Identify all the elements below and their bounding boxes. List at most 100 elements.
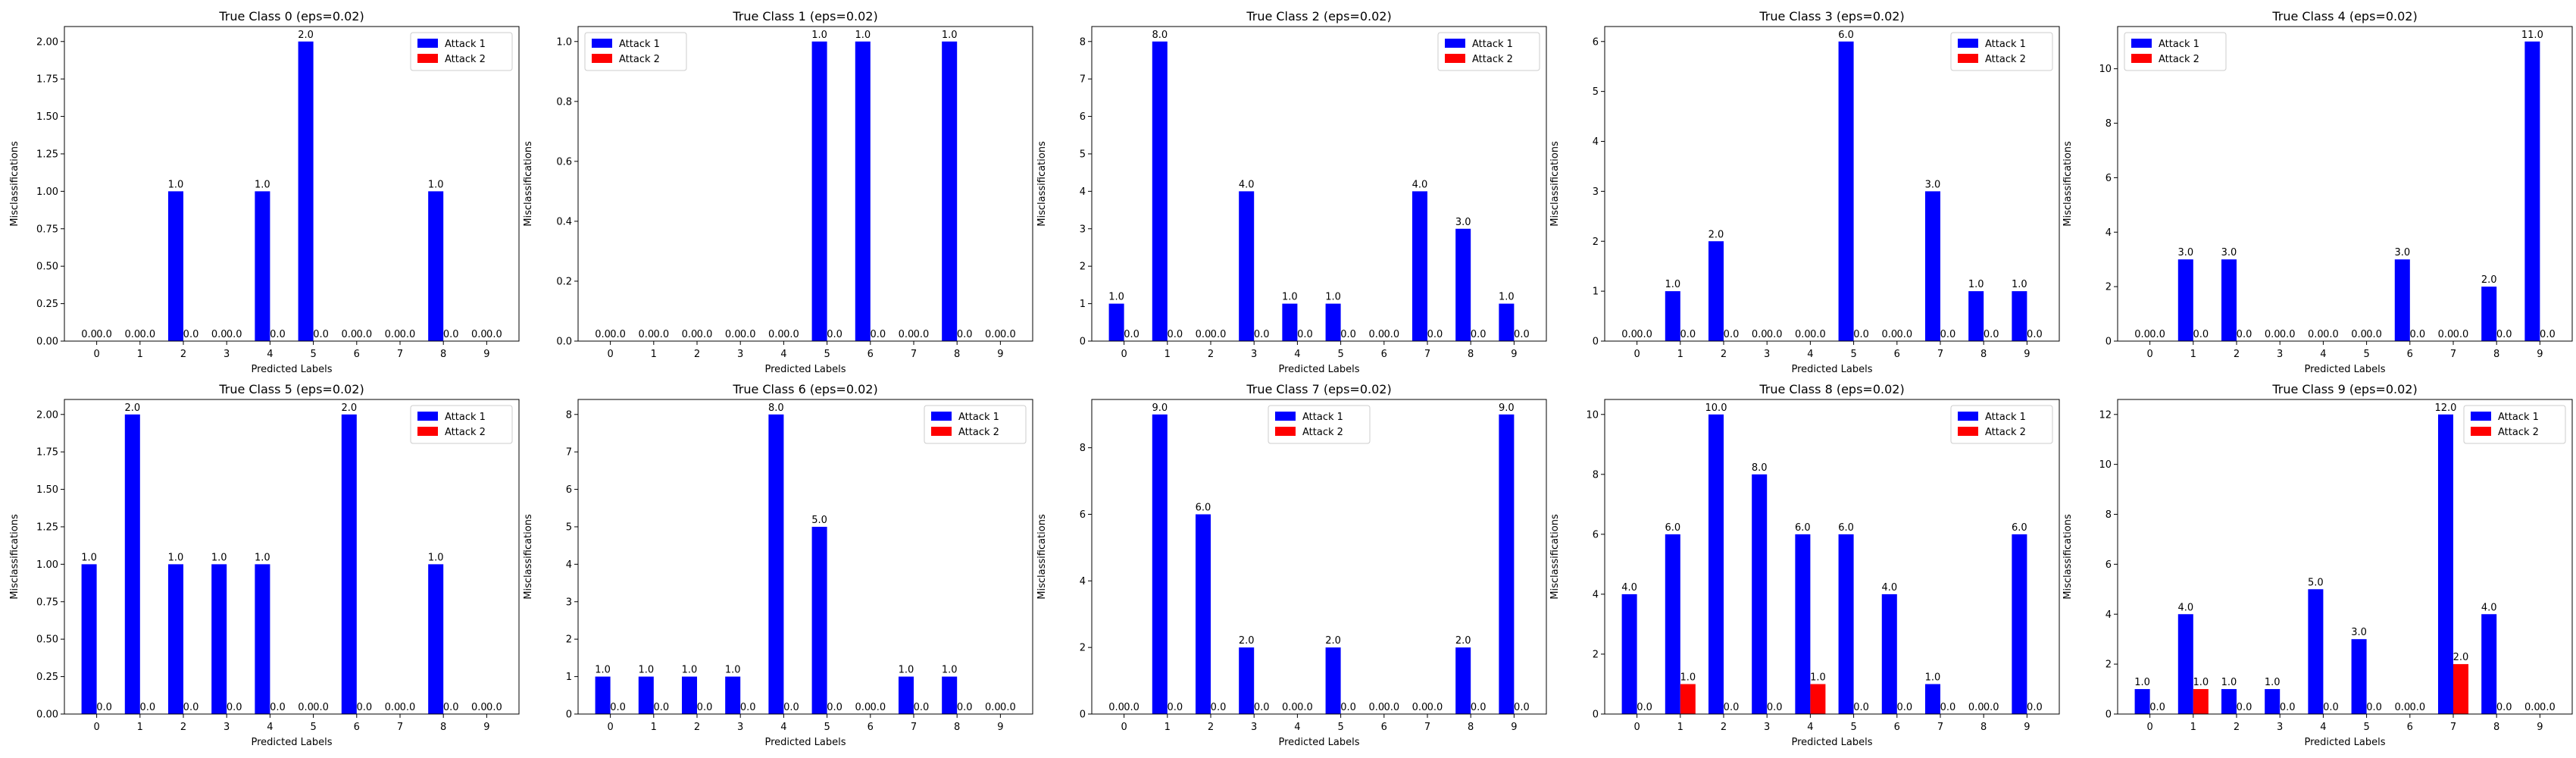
bar-value-label: 1.0 xyxy=(595,665,611,676)
x-tick-label: 0 xyxy=(93,349,99,360)
bar-value-label: 4.0 xyxy=(2177,602,2193,613)
bar-attack-1-9 xyxy=(2012,291,2027,341)
x-tick-label: 5 xyxy=(1850,349,1856,360)
legend: Attack 1 Attack 2 xyxy=(1437,32,1540,71)
bar-value-label: 0.0 xyxy=(914,329,930,340)
bar-attack-1-0 xyxy=(1108,303,1124,341)
bar-value-label: 1.0 xyxy=(255,179,270,190)
x-tick-label: 7 xyxy=(1424,722,1430,733)
y-tick-label: 6 xyxy=(1080,111,1086,123)
legend-swatch xyxy=(2131,39,2152,48)
bar-value-label: 0.0 xyxy=(1896,702,1912,713)
bar-value-label: 0.0 xyxy=(1471,329,1487,340)
x-tick-label: 0 xyxy=(1121,349,1127,360)
bar-value-label: 0.0 xyxy=(486,329,502,340)
plot-frame xyxy=(1091,26,1547,342)
bar-value-label: 0.0 xyxy=(957,702,973,713)
bar-attack-1-7 xyxy=(1924,191,1940,341)
x-tick-label: 1 xyxy=(1165,349,1171,360)
x-tick-label: 8 xyxy=(1468,722,1474,733)
bar-value-label: 0.0 xyxy=(1254,329,1270,340)
bar-value-label: 0.0 xyxy=(610,702,626,713)
bar-value-label: 0.0 xyxy=(827,702,843,713)
y-axis-label: Misclassifications xyxy=(1549,141,1561,227)
x-tick-label: 9 xyxy=(1511,349,1517,360)
bar-value-label: 2.0 xyxy=(1455,635,1471,647)
bar-value-label: 1.0 xyxy=(942,30,958,41)
bar-value-label: 0.0 xyxy=(385,329,401,340)
bar-value-label: 10.0 xyxy=(1705,402,1727,414)
bar-attack-1-0 xyxy=(1621,594,1637,714)
y-tick-label: 7 xyxy=(1080,74,1086,86)
bar-attack-1-4 xyxy=(255,564,270,714)
y-tick-label: 3 xyxy=(1593,186,1599,198)
y-tick-label: 4 xyxy=(1593,589,1599,600)
bar-attack-1-4 xyxy=(768,414,784,714)
x-tick-label: 4 xyxy=(2320,722,2326,733)
bar-value-label: 0.0 xyxy=(2496,702,2512,713)
x-tick-label: 2 xyxy=(180,349,186,360)
legend-label: Attack 1 xyxy=(1302,412,1343,423)
bar-value-label: 0.0 xyxy=(400,329,416,340)
x-tick-label: 8 xyxy=(954,349,960,360)
bar-value-label: 0.0 xyxy=(740,702,756,713)
bar-value-label: 0.0 xyxy=(899,329,914,340)
bar-attack-1-8 xyxy=(428,191,444,341)
bar-value-label: 0.0 xyxy=(471,702,487,713)
bar-value-label: 6.0 xyxy=(1838,30,1854,41)
bar-value-label: 1.0 xyxy=(1925,672,1941,683)
bar-value-label: 0.0 xyxy=(1124,702,1140,713)
bar-attack-1-2 xyxy=(681,676,698,714)
legend-swatch xyxy=(2471,427,2491,436)
legend-label: Attack 2 xyxy=(445,54,486,65)
y-tick-label: 7 xyxy=(566,447,572,459)
bar-value-label: 0.0 xyxy=(1340,702,1356,713)
x-tick-label: 1 xyxy=(1677,722,1683,733)
bar-value-label: 1.0 xyxy=(255,552,270,563)
legend-swatch xyxy=(1275,412,1296,421)
bar-value-label: 0.0 xyxy=(1368,329,1384,340)
bar-value-label: 1.0 xyxy=(725,665,741,676)
x-tick-label: 2 xyxy=(694,349,700,360)
bar-value-label: 0.0 xyxy=(1383,702,1399,713)
bar-value-label: 1.0 xyxy=(942,665,958,676)
y-tick-label: 0.8 xyxy=(556,96,572,108)
x-tick-label: 4 xyxy=(1807,722,1813,733)
bar-attack-1-8 xyxy=(428,564,444,714)
x-tick-label: 7 xyxy=(397,722,403,733)
plot-frame xyxy=(577,399,1033,715)
legend-label: Attack 2 xyxy=(619,54,660,65)
bar-attack-1-1 xyxy=(1665,291,1680,341)
bar-value-label: 0.0 xyxy=(653,702,669,713)
x-tick-label: 2 xyxy=(1721,722,1727,733)
legend-label: Attack 1 xyxy=(2498,412,2539,423)
legend: Attack 1 Attack 2 xyxy=(1268,405,1371,444)
x-tick-label: 0 xyxy=(1121,722,1127,733)
y-tick-label: 3 xyxy=(566,597,572,608)
y-tick-label: 0.6 xyxy=(556,156,572,168)
bar-value-label: 0.0 xyxy=(985,329,1001,340)
bar-value-label: 4.0 xyxy=(1881,582,1897,594)
bar-value-label: 0.0 xyxy=(870,329,886,340)
x-tick-label: 5 xyxy=(310,722,316,733)
y-axis-label: Misclassifications xyxy=(523,141,534,227)
bar-value-label: 2.0 xyxy=(1708,229,1724,240)
bar-value-label: 0.0 xyxy=(2308,329,2324,340)
x-tick-label: 8 xyxy=(1468,349,1474,360)
bar-attack-2-4 xyxy=(1810,684,1826,714)
bar-value-label: 0.0 xyxy=(2280,329,2296,340)
bar-value-label: 0.0 xyxy=(697,702,713,713)
bar-value-label: 0.0 xyxy=(1514,702,1530,713)
bar-value-label: 9.0 xyxy=(1152,402,1168,414)
x-tick-label: 6 xyxy=(354,722,360,733)
x-axis-label: Predicted Labels xyxy=(1278,364,1359,375)
bar-value-label: 0.0 xyxy=(1795,329,1811,340)
bar-value-label: 0.0 xyxy=(1124,329,1140,340)
bar-value-label: 0.0 xyxy=(270,702,286,713)
x-tick-label: 6 xyxy=(1381,722,1387,733)
bar-attack-1-7 xyxy=(1411,191,1427,341)
legend-swatch xyxy=(1958,54,1978,63)
x-tick-label: 3 xyxy=(1251,349,1257,360)
bar-attack-1-1 xyxy=(2177,259,2193,341)
bar-attack-1-5 xyxy=(1325,303,1341,341)
